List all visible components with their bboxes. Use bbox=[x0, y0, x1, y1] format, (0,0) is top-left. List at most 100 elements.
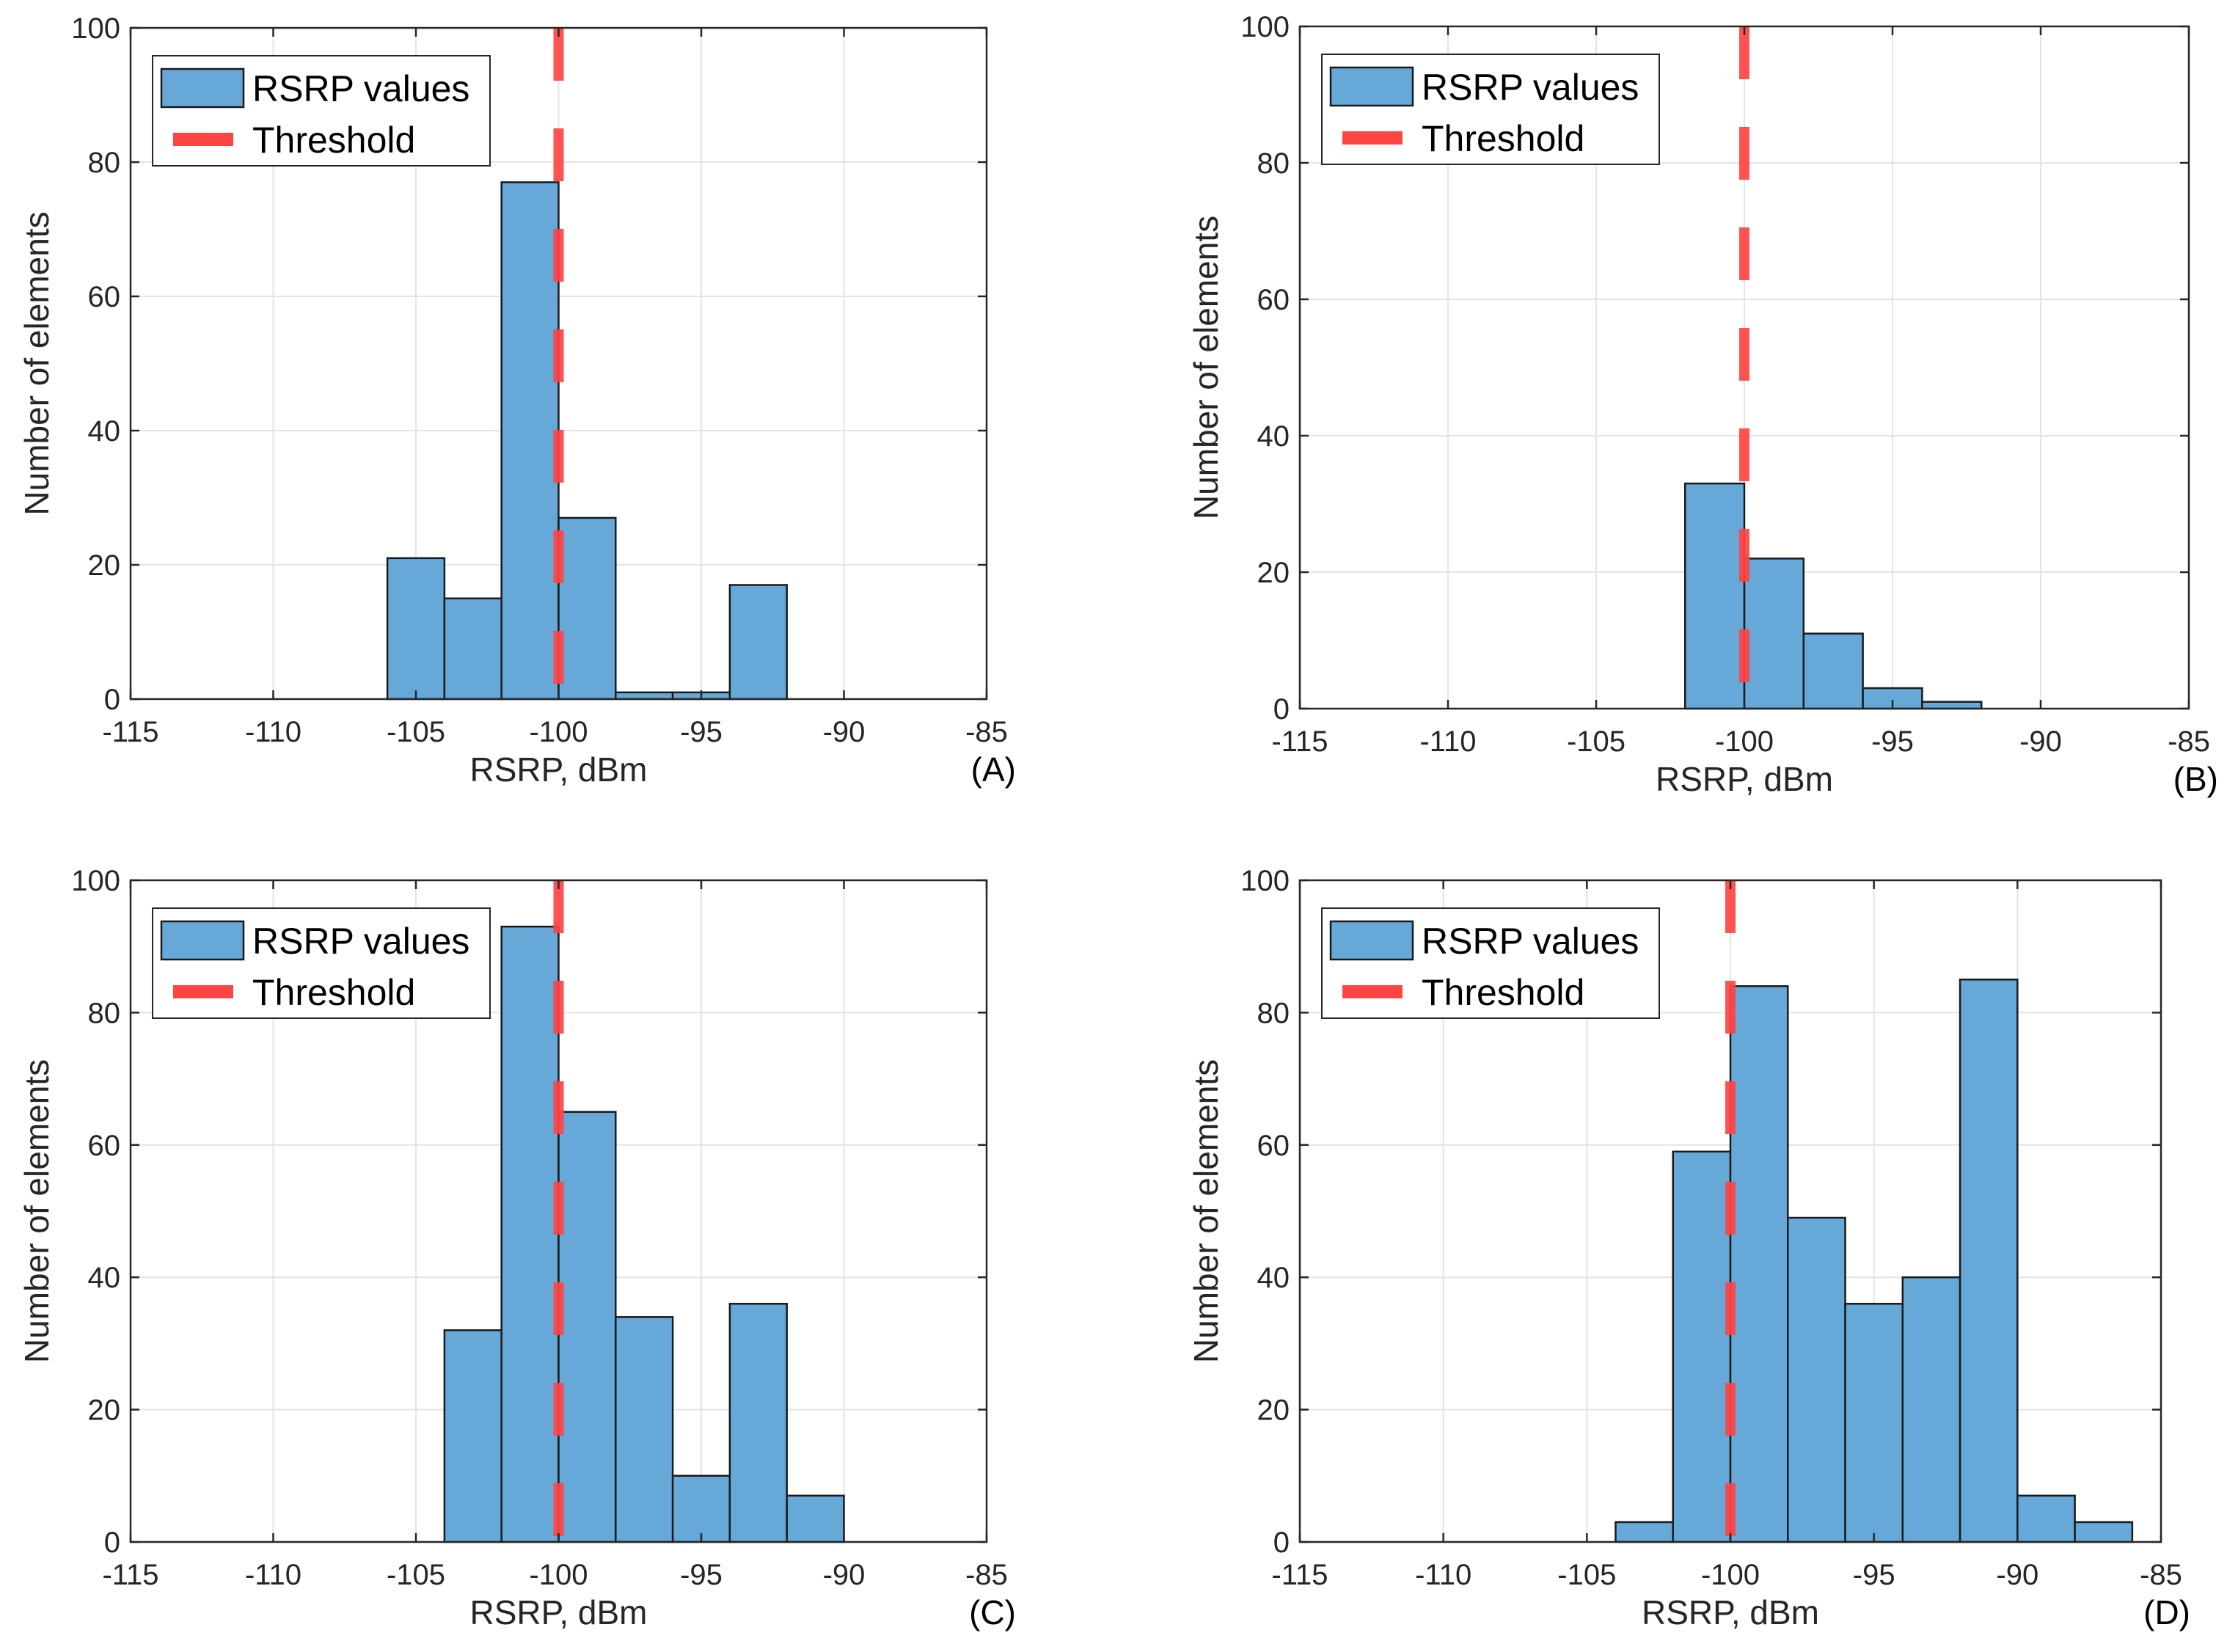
chart-legend: RSRP values Threshold bbox=[152, 55, 491, 167]
histogram-bar bbox=[443, 597, 502, 701]
histogram-bar bbox=[1615, 1521, 1674, 1543]
y-tick-label: 100 bbox=[71, 12, 120, 45]
histogram-bar bbox=[557, 516, 617, 701]
x-tick-label: -85 bbox=[965, 1559, 1008, 1591]
y-tick-label: 0 bbox=[1273, 693, 1290, 726]
histogram-bar bbox=[671, 1474, 731, 1543]
x-tick-label: -115 bbox=[102, 1559, 158, 1591]
y-tick-label: 40 bbox=[88, 1262, 121, 1294]
y-axis-label: Number of elements bbox=[18, 1059, 56, 1363]
legend-swatch-rsrp bbox=[1329, 920, 1414, 961]
x-tick-label: -90 bbox=[1996, 1559, 2038, 1591]
x-tick-label: -100 bbox=[529, 1559, 588, 1591]
histogram-bar bbox=[500, 925, 560, 1543]
x-tick-label: -100 bbox=[529, 716, 588, 748]
y-axis-label: Number of elements bbox=[18, 211, 56, 515]
chart-panel-a: -115 -110 -105 -100 -95 -90 -85 0 20 40 60 80 100 RSR… bbox=[18, 12, 1016, 789]
y-tick-label: 0 bbox=[104, 1527, 120, 1559]
y-tick-label: 80 bbox=[1257, 147, 1290, 180]
y-axis-label: Number of elements bbox=[1187, 1059, 1225, 1363]
legend-label-rsrp: RSRP values bbox=[252, 921, 469, 962]
x-tick-label: -100 bbox=[1701, 1559, 1760, 1591]
histogram-bar bbox=[728, 1303, 788, 1543]
x-tick-label: -110 bbox=[1415, 1559, 1471, 1591]
chart-panel-c: -115 -110 -105 -100 -95 -90 -85 0 20 40 60 80 100 RSR… bbox=[18, 865, 1016, 1631]
histogram-bar bbox=[1787, 1216, 1846, 1543]
x-tick-label: -105 bbox=[1557, 1559, 1616, 1591]
legend-label-threshold: Threshold bbox=[252, 972, 415, 1013]
y-tick-label: 60 bbox=[88, 1130, 121, 1162]
x-tick-label: -95 bbox=[680, 1559, 723, 1591]
histogram-bar bbox=[615, 691, 674, 701]
y-tick-label: 0 bbox=[104, 684, 120, 716]
y-tick-label: 20 bbox=[1257, 557, 1290, 589]
histogram-bar bbox=[728, 584, 788, 701]
x-tick-label: -90 bbox=[823, 716, 866, 748]
x-tick-label: -115 bbox=[1271, 1559, 1328, 1591]
histogram-bar bbox=[557, 1111, 617, 1543]
x-tick-label: -85 bbox=[2140, 1559, 2182, 1591]
x-tick-label: -85 bbox=[965, 716, 1008, 748]
y-tick-label: 100 bbox=[71, 865, 120, 897]
x-axis-label: RSRP, dBm bbox=[1656, 760, 1833, 798]
y-tick-label: 60 bbox=[1257, 1130, 1290, 1162]
y-axis-label: Number of elements bbox=[1187, 216, 1225, 519]
histogram-bar bbox=[1743, 558, 1805, 710]
x-tick-label: -115 bbox=[102, 716, 158, 748]
y-tick-label: 80 bbox=[88, 997, 121, 1029]
y-tick-label: 80 bbox=[1257, 997, 1290, 1029]
legend-swatch-rsrp bbox=[160, 67, 245, 109]
legend-label-rsrp: RSRP values bbox=[1422, 67, 1639, 108]
histogram-bar bbox=[786, 1494, 845, 1543]
x-tick-label: -110 bbox=[245, 1559, 301, 1591]
x-tick-label: -85 bbox=[2168, 726, 2210, 758]
y-tick-label: 60 bbox=[1257, 284, 1290, 316]
histogram-bar bbox=[2074, 1521, 2134, 1543]
x-tick-label: -105 bbox=[1567, 726, 1626, 758]
histogram-bar bbox=[1901, 1276, 1961, 1543]
x-tick-label: -95 bbox=[1853, 1559, 1895, 1591]
x-tick-label: -90 bbox=[2019, 726, 2062, 758]
histogram-bar bbox=[1921, 701, 1983, 710]
histogram-bar bbox=[2016, 1494, 2076, 1543]
x-tick-label: -105 bbox=[387, 1559, 445, 1591]
legend-swatch-rsrp bbox=[1329, 66, 1414, 107]
legend-swatch-rsrp bbox=[160, 920, 245, 961]
y-tick-label: 40 bbox=[88, 415, 121, 447]
y-tick-label: 20 bbox=[1257, 1395, 1290, 1427]
chart-panel-d: -115 -110 -105 -100 -95 -90 -85 0 20 40 60 80 100 RSR… bbox=[1187, 865, 2190, 1631]
panel-label: (A) bbox=[971, 750, 1016, 789]
x-tick-label: -95 bbox=[1871, 726, 1914, 758]
y-tick-label: 60 bbox=[88, 281, 121, 313]
x-tick-label: -115 bbox=[1271, 726, 1328, 758]
x-tick-label: -95 bbox=[680, 716, 723, 748]
histogram-bar bbox=[1959, 979, 2019, 1543]
panel-label: (C) bbox=[969, 1593, 1016, 1631]
legend-label-threshold: Threshold bbox=[252, 120, 415, 161]
x-tick-label: -105 bbox=[387, 716, 445, 748]
legend-label-threshold: Threshold bbox=[1422, 118, 1584, 159]
y-tick-label: 80 bbox=[88, 147, 121, 179]
chart-legend: RSRP values Threshold bbox=[1321, 54, 1660, 165]
y-tick-label: 40 bbox=[1257, 420, 1290, 453]
y-tick-label: 0 bbox=[1273, 1527, 1290, 1559]
x-tick-label: -90 bbox=[823, 1559, 866, 1591]
x-axis-label: RSRP, dBm bbox=[469, 1593, 647, 1631]
x-tick-label: -110 bbox=[1419, 726, 1476, 758]
histogram-bar bbox=[1844, 1303, 1904, 1543]
x-axis-label: RSRP, dBm bbox=[1642, 1593, 1819, 1631]
y-tick-label: 100 bbox=[1240, 865, 1290, 897]
panel-label: (D) bbox=[2143, 1593, 2190, 1631]
histogram-bar bbox=[1683, 482, 1746, 710]
y-tick-label: 20 bbox=[88, 549, 121, 582]
y-tick-label: 40 bbox=[1257, 1262, 1290, 1294]
histogram-bar bbox=[386, 557, 446, 701]
legend-label-rsrp: RSRP values bbox=[1422, 921, 1639, 962]
histogram-bar bbox=[500, 181, 560, 701]
y-tick-label: 20 bbox=[88, 1395, 121, 1427]
x-axis-label: RSRP, dBm bbox=[469, 750, 647, 789]
chart-legend: RSRP values Threshold bbox=[152, 907, 491, 1019]
panel-label: (B) bbox=[2173, 760, 2218, 798]
legend-label-rsrp: RSRP values bbox=[252, 68, 469, 109]
legend-label-threshold: Threshold bbox=[1422, 972, 1584, 1013]
